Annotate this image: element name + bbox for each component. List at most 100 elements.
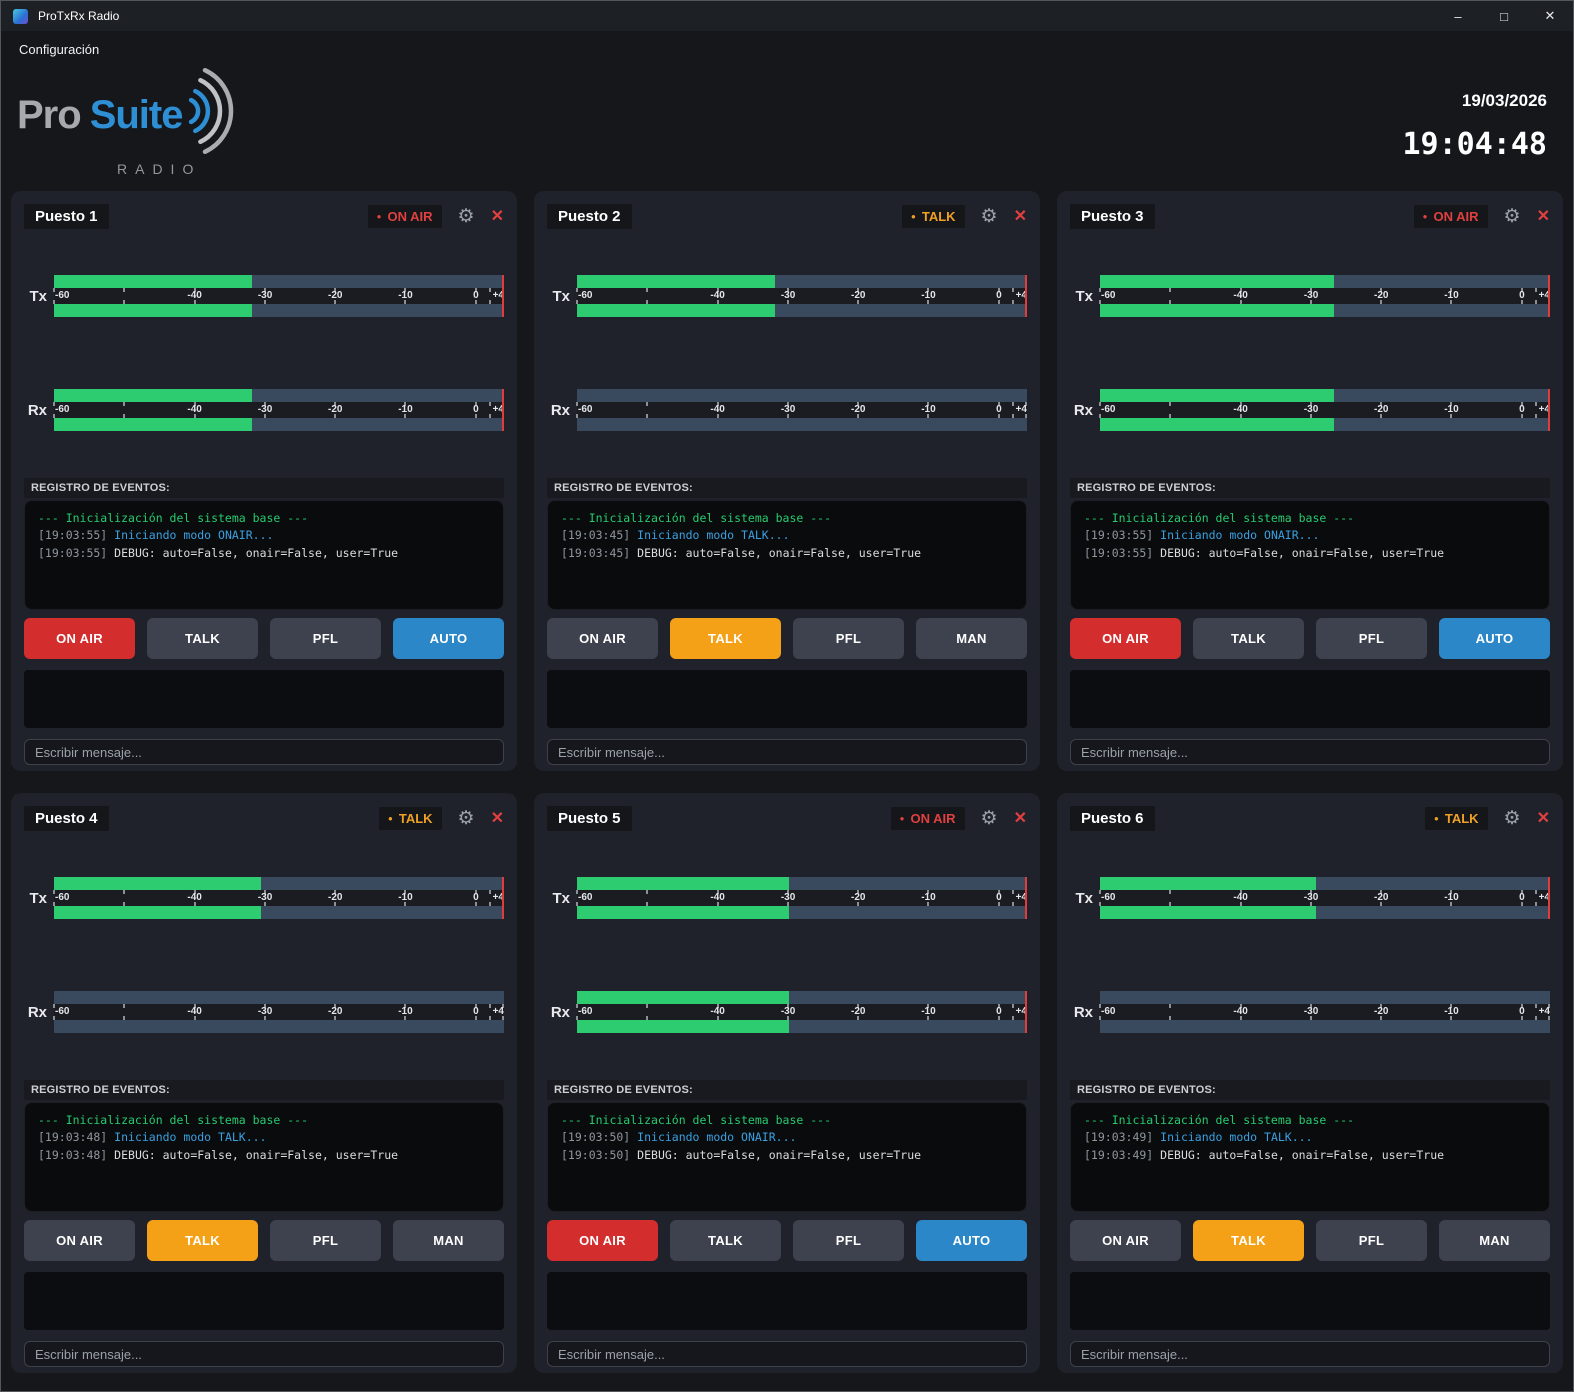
tx-meter: -60-40-30-20-100+4	[1100, 275, 1550, 317]
message-display-area	[1070, 1272, 1550, 1330]
scale-label: -60	[1101, 290, 1115, 301]
event-log-title: REGISTRO DE EVENTOS:	[547, 478, 1027, 498]
rx-meter-scale: -60-40-30-20-100+4	[54, 1004, 504, 1020]
event-log: --- Inicialización del sistema base ---[…	[1070, 500, 1550, 610]
rx-meter-row: Rx -60-40-30-20-100+4	[1070, 991, 1550, 1033]
on-air-button[interactable]: ON AIR	[1070, 1220, 1181, 1261]
pfl-button[interactable]: PFL	[270, 1220, 381, 1261]
scale-label: -20	[1374, 892, 1388, 903]
event-log: --- Inicialización del sistema base ---[…	[547, 500, 1027, 610]
status-label: ON AIR	[911, 811, 956, 826]
on-air-button[interactable]: ON AIR	[547, 1220, 658, 1261]
scale-tick	[123, 890, 125, 906]
scale-label: -20	[851, 892, 865, 903]
scale-tick	[1012, 402, 1014, 418]
tx-meter: -60-40-30-20-100+4	[577, 877, 1027, 919]
scale-label: +4	[493, 1006, 504, 1017]
panel-close-icon[interactable]: ✕	[1537, 209, 1550, 225]
settings-gear-icon[interactable]: ⚙	[981, 809, 998, 828]
tx-level-fill	[577, 275, 775, 288]
settings-gear-icon[interactable]: ⚙	[1504, 809, 1521, 828]
settings-gear-icon[interactable]: ⚙	[458, 809, 475, 828]
scale-label: 0	[473, 404, 479, 415]
maximize-button[interactable]: □	[1481, 1, 1527, 31]
tx-peak-indicator	[1548, 877, 1550, 919]
scale-label: -20	[851, 1006, 865, 1017]
menubar: Configuración	[1, 31, 1573, 65]
scale-label: 0	[996, 290, 1002, 301]
tx-label: Tx	[547, 288, 577, 305]
panel-title: Puesto 1	[24, 204, 109, 229]
panel-close-icon[interactable]: ✕	[491, 209, 504, 225]
pfl-button[interactable]: PFL	[1316, 618, 1427, 659]
scale-label: 0	[1519, 290, 1525, 301]
settings-gear-icon[interactable]: ⚙	[1504, 207, 1521, 226]
log-line: --- Inicialización del sistema base ---	[561, 1112, 1013, 1129]
pfl-button[interactable]: PFL	[793, 618, 904, 659]
message-input[interactable]	[547, 1341, 1027, 1367]
scale-label: -60	[578, 404, 592, 415]
on-air-button[interactable]: ON AIR	[1070, 618, 1181, 659]
settings-gear-icon[interactable]: ⚙	[458, 207, 475, 226]
event-log: --- Inicialización del sistema base ---[…	[1070, 1102, 1550, 1212]
on-air-button[interactable]: ON AIR	[24, 1220, 135, 1261]
panel-close-icon[interactable]: ✕	[1537, 811, 1550, 827]
rx-meter-scale: -60-40-30-20-100+4	[1100, 402, 1550, 418]
message-input[interactable]	[24, 739, 504, 765]
pfl-button[interactable]: PFL	[270, 618, 381, 659]
scale-label: -60	[578, 1006, 592, 1017]
panel-header: Puesto 2 ● TALK ⚙ ✕	[547, 204, 1027, 229]
man-button[interactable]: MAN	[916, 618, 1027, 659]
panel-close-icon[interactable]: ✕	[1014, 209, 1027, 225]
pfl-button[interactable]: PFL	[1316, 1220, 1427, 1261]
app-title: ProTxRx Radio	[38, 9, 119, 23]
rx-meter-scale: -60-40-30-20-100+4	[577, 402, 1027, 418]
on-air-button[interactable]: ON AIR	[547, 618, 658, 659]
talk-button[interactable]: TALK	[670, 1220, 781, 1261]
minimize-button[interactable]: –	[1435, 1, 1481, 31]
panel-close-icon[interactable]: ✕	[491, 811, 504, 827]
scale-label: -10	[398, 892, 412, 903]
scale-label: -30	[1304, 290, 1318, 301]
scale-tick	[489, 890, 491, 906]
status-dot-icon: ●	[388, 815, 393, 823]
auto-button[interactable]: AUTO	[1439, 618, 1550, 659]
man-button[interactable]: MAN	[393, 1220, 504, 1261]
rx-level-fill	[1100, 389, 1334, 402]
scale-label: 0	[1519, 892, 1525, 903]
message-input[interactable]	[547, 739, 1027, 765]
sound-waves-icon	[184, 63, 236, 159]
talk-button[interactable]: TALK	[147, 618, 258, 659]
rx-meter-row: Rx -60-40-30-20-100+4	[547, 389, 1027, 431]
close-button[interactable]: ✕	[1527, 1, 1573, 31]
message-input[interactable]	[24, 1341, 504, 1367]
talk-button[interactable]: TALK	[147, 1220, 258, 1261]
station-panel: Puesto 6 ● TALK ⚙ ✕ Tx -60-40-30-20-100+…	[1057, 793, 1563, 1373]
tx-meter: -60-40-30-20-100+4	[1100, 877, 1550, 919]
status-badge: ● ON AIR	[891, 807, 965, 830]
pfl-button[interactable]: PFL	[793, 1220, 904, 1261]
message-input[interactable]	[1070, 1341, 1550, 1367]
message-display-area	[1070, 670, 1550, 728]
talk-button[interactable]: TALK	[1193, 618, 1304, 659]
message-input[interactable]	[1070, 739, 1550, 765]
scale-tick	[489, 402, 491, 418]
auto-button[interactable]: AUTO	[916, 1220, 1027, 1261]
panel-close-icon[interactable]: ✕	[1014, 811, 1027, 827]
talk-button[interactable]: TALK	[670, 618, 781, 659]
menu-configuracion[interactable]: Configuración	[17, 40, 101, 59]
scale-label: -10	[398, 404, 412, 415]
man-button[interactable]: MAN	[1439, 1220, 1550, 1261]
tx-label: Tx	[24, 890, 54, 907]
auto-button[interactable]: AUTO	[393, 618, 504, 659]
scale-label: -60	[1101, 1006, 1115, 1017]
settings-gear-icon[interactable]: ⚙	[981, 207, 998, 226]
event-log: --- Inicialización del sistema base ---[…	[547, 1102, 1027, 1212]
scale-label: -10	[921, 290, 935, 301]
on-air-button[interactable]: ON AIR	[24, 618, 135, 659]
scale-tick	[123, 402, 125, 418]
talk-button[interactable]: TALK	[1193, 1220, 1304, 1261]
tx-meter-scale: -60-40-30-20-100+4	[54, 890, 504, 906]
scale-tick	[1535, 402, 1537, 418]
tx-peak-indicator	[1025, 877, 1027, 919]
